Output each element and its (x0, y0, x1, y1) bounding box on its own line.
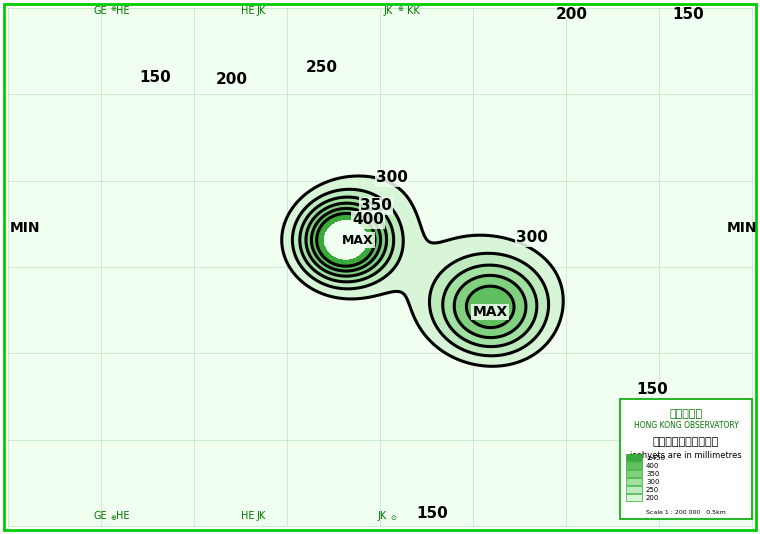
Text: ⊕: ⊕ (397, 6, 403, 12)
Bar (620, 399, 752, 519)
Text: ≥450: ≥450 (646, 454, 665, 460)
Text: 300: 300 (376, 170, 408, 185)
Text: GE: GE (93, 511, 107, 521)
Text: MAX: MAX (473, 305, 508, 319)
Text: 等雨量線以毫米為單位: 等雨量線以毫米為單位 (653, 437, 719, 447)
Text: GE: GE (93, 6, 107, 16)
Bar (626, 478, 642, 485)
Text: HE: HE (241, 511, 255, 521)
Text: 300: 300 (516, 231, 548, 246)
Text: HE: HE (116, 6, 130, 16)
Text: ⊕: ⊕ (110, 515, 116, 521)
Text: MAX: MAX (342, 233, 374, 247)
Text: JK: JK (383, 6, 393, 16)
Text: 350: 350 (360, 199, 392, 214)
Bar (626, 454, 642, 461)
Text: MIN: MIN (10, 221, 40, 235)
Text: 200: 200 (556, 7, 588, 22)
Text: ⊕: ⊕ (110, 6, 116, 12)
Text: 150: 150 (416, 506, 448, 521)
Text: 300: 300 (646, 478, 660, 484)
Text: JK: JK (256, 511, 266, 521)
Text: Scale 1 : 200 000   0.5km: Scale 1 : 200 000 0.5km (646, 509, 726, 514)
Bar (626, 462, 642, 469)
Text: KK: KK (407, 6, 420, 16)
Text: 350: 350 (646, 470, 660, 476)
Bar (626, 470, 642, 477)
Text: MIN: MIN (727, 221, 757, 235)
Text: 200: 200 (646, 494, 660, 500)
Text: ⊙: ⊙ (390, 515, 396, 521)
Text: 香港天文台: 香港天文台 (670, 409, 702, 419)
Text: JK: JK (378, 511, 387, 521)
Bar (626, 486, 642, 493)
Text: 150: 150 (636, 382, 668, 397)
Text: 150: 150 (672, 7, 704, 22)
Text: 400: 400 (646, 462, 660, 468)
Text: JK: JK (256, 6, 266, 16)
Text: 400: 400 (352, 213, 384, 227)
Text: 150: 150 (139, 70, 171, 85)
Text: HE: HE (116, 511, 130, 521)
Text: isohyets are in millimetres: isohyets are in millimetres (630, 451, 742, 460)
Text: 250: 250 (306, 60, 338, 75)
Text: 200: 200 (216, 73, 248, 88)
Text: HONG KONG OBSERVATORY: HONG KONG OBSERVATORY (634, 421, 739, 430)
Text: HE: HE (241, 6, 255, 16)
Bar (626, 494, 642, 501)
Text: 250: 250 (646, 486, 659, 492)
